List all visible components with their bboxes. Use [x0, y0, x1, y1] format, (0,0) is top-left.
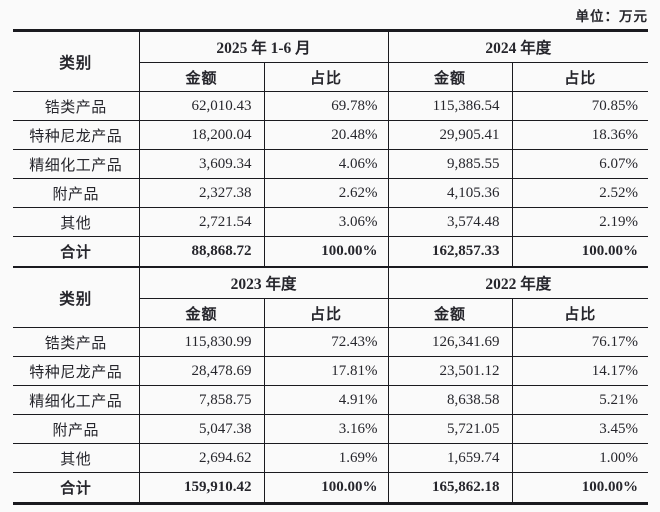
amount-cell: 5,047.38: [138, 414, 264, 444]
ratio-cell: 20.48%: [263, 120, 389, 150]
ratio-header: 占比: [511, 62, 649, 92]
amount-cell: 8,638.58: [387, 385, 513, 415]
amount-header: 金额: [138, 298, 264, 328]
table-row: 精细化工产品 3,609.34 4.06% 9,885.55 6.07%: [13, 149, 649, 179]
total-amount-cell: 162,857.33: [387, 236, 513, 266]
row-label: 其他: [13, 443, 139, 473]
total-label: 合计: [60, 245, 92, 261]
total-ratio-cell: 100.00%: [511, 472, 649, 504]
amount-header: 金额: [138, 62, 264, 92]
table-header-row-subcolumns: 金额 占比 金额 占比: [13, 298, 649, 328]
row-label: 附产品: [13, 414, 139, 444]
amount-cell: 23,501.12: [387, 356, 513, 386]
amount-cell: 29,905.41: [387, 120, 513, 150]
table-row: 附产品 5,047.38 3.16% 5,721.05 3.45%: [13, 414, 649, 444]
revenue-table-2023-2022: 类别 2023 年度 2022 年度 金额 占比 金额 占比 锆类产品 115,…: [13, 266, 649, 505]
ratio-cell: 4.91%: [263, 385, 389, 415]
revenue-table-2025-2024: 类别 2025 年 1-6 月 2024 年度 金额 占比 金额 占比 锆类产品…: [13, 29, 649, 266]
ratio-cell: 1.69%: [263, 443, 389, 473]
table-header-row-periods: 类别 2025 年 1-6 月 2024 年度: [13, 30, 649, 92]
row-label: 锆类产品: [13, 327, 139, 357]
ratio-cell: 2.62%: [263, 178, 389, 208]
amount-cell: 9,885.55: [387, 149, 513, 179]
table-row: 附产品 2,327.38 2.62% 4,105.36 2.52%: [13, 178, 649, 208]
amount-cell: 2,694.62: [138, 443, 264, 473]
ratio-cell: 3.45%: [511, 414, 649, 444]
period-header-2023: 2023 年度: [138, 267, 389, 299]
row-label: 精细化工产品: [13, 149, 139, 179]
table-row: 其他 2,721.54 3.06% 3,574.48 2.19%: [13, 207, 649, 237]
tables-container: 类别 2025 年 1-6 月 2024 年度 金额 占比 金额 占比 锆类产品…: [13, 29, 649, 505]
ratio-header: 占比: [263, 62, 389, 92]
category-header: 类别: [13, 267, 139, 328]
period-header-2025: 2025 年 1-6 月: [138, 30, 389, 63]
amount-cell: 126,341.69: [387, 327, 513, 357]
table-header-row-subcolumns: 金额 占比 金额 占比: [13, 62, 649, 92]
unit-label: 单位：万元: [575, 9, 648, 24]
table-row: 其他 2,694.62 1.69% 1,659.74 1.00%: [13, 443, 649, 473]
row-label: 附产品: [13, 178, 139, 208]
ratio-cell: 4.06%: [263, 149, 389, 179]
ratio-cell: 1.00%: [511, 443, 649, 473]
amount-cell: 4,105.36: [387, 178, 513, 208]
row-label: 特种尼龙产品: [13, 120, 139, 150]
total-row: 合计 88,868.72 100.00% 162,857.33 100.00%: [13, 236, 649, 266]
amount-cell: 7,858.75: [138, 385, 264, 415]
amount-cell: 3,609.34: [138, 149, 264, 179]
ratio-cell: 2.19%: [511, 207, 649, 237]
row-label: 特种尼龙产品: [13, 356, 139, 386]
amount-header: 金额: [387, 62, 513, 92]
row-label: 锆类产品: [13, 91, 139, 121]
total-amount-cell: 165,862.18: [387, 472, 513, 504]
ratio-header: 占比: [263, 298, 389, 328]
ratio-cell: 76.17%: [511, 327, 649, 357]
ratio-cell: 3.16%: [263, 414, 389, 444]
table-row: 特种尼龙产品 28,478.69 17.81% 23,501.12 14.17%: [13, 356, 649, 386]
amount-cell: 3,574.48: [387, 207, 513, 237]
ratio-cell: 18.36%: [511, 120, 649, 150]
period-header-2024: 2024 年度: [387, 30, 649, 63]
total-amount-cell: 159,910.42: [138, 472, 264, 504]
total-amount-cell: 88,868.72: [138, 236, 264, 266]
ratio-cell: 72.43%: [263, 327, 389, 357]
amount-cell: 5,721.05: [387, 414, 513, 444]
table-header-row-periods: 类别 2023 年度 2022 年度: [13, 267, 649, 328]
amount-cell: 115,386.54: [387, 91, 513, 121]
total-ratio-cell: 100.00%: [263, 236, 389, 266]
period-header-2022: 2022 年度: [387, 267, 649, 299]
amount-cell: 115,830.99: [138, 327, 264, 357]
total-row: 合计 159,910.42 100.00% 165,862.18 100.00%: [13, 472, 649, 504]
ratio-cell: 17.81%: [263, 356, 389, 386]
row-label: 其他: [13, 207, 139, 237]
table-row: 锆类产品 62,010.43 69.78% 115,386.54 70.85%: [13, 91, 649, 121]
ratio-cell: 70.85%: [511, 91, 649, 121]
amount-cell: 2,327.38: [138, 178, 264, 208]
amount-cell: 2,721.54: [138, 207, 264, 237]
total-ratio-cell: 100.00%: [263, 472, 389, 504]
amount-cell: 1,659.74: [387, 443, 513, 473]
ratio-cell: 5.21%: [511, 385, 649, 415]
row-label: 精细化工产品: [13, 385, 139, 415]
amount-cell: 18,200.04: [138, 120, 264, 150]
table-row: 精细化工产品 7,858.75 4.91% 8,638.58 5.21%: [13, 385, 649, 415]
total-label: 合计: [60, 481, 92, 497]
category-header: 类别: [13, 30, 139, 92]
ratio-cell: 2.52%: [511, 178, 649, 208]
amount-cell: 62,010.43: [138, 91, 264, 121]
total-ratio-cell: 100.00%: [511, 236, 649, 266]
ratio-header: 占比: [511, 298, 649, 328]
ratio-cell: 14.17%: [511, 356, 649, 386]
table-row: 特种尼龙产品 18,200.04 20.48% 29,905.41 18.36%: [13, 120, 649, 150]
ratio-cell: 69.78%: [263, 91, 389, 121]
table-row: 锆类产品 115,830.99 72.43% 126,341.69 76.17%: [13, 327, 649, 357]
ratio-cell: 3.06%: [263, 207, 389, 237]
amount-cell: 28,478.69: [138, 356, 264, 386]
ratio-cell: 6.07%: [511, 149, 649, 179]
amount-header: 金额: [387, 298, 513, 328]
